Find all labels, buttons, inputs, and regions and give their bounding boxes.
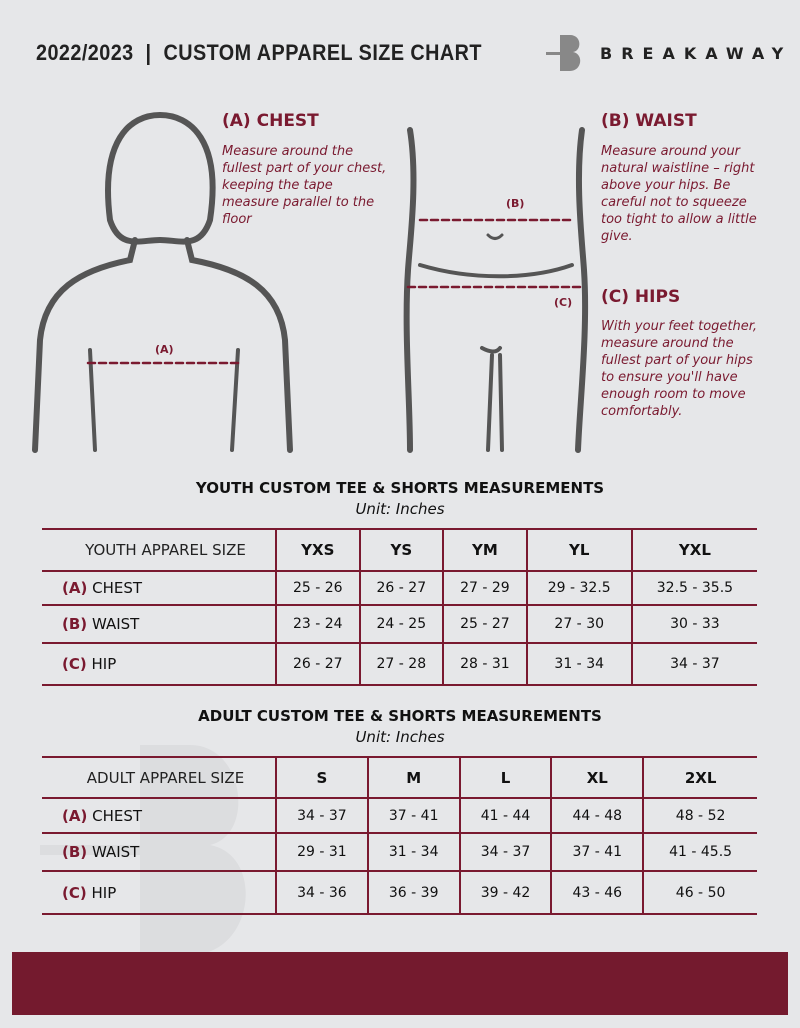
table-cell: 31 - 34 (366, 832, 460, 872)
table-cell: 43 - 46 (550, 870, 644, 915)
size-column-header: XL (550, 756, 644, 799)
torso-left (403, 127, 417, 453)
table-cell: 34 - 37 (630, 642, 757, 686)
measurement-label: (A) CHEST (42, 797, 276, 834)
table-cell: 46 - 50 (642, 870, 757, 915)
waist-description: Measure around your natural waistline – … (601, 144, 757, 244)
table-cell: 37 - 41 (550, 832, 644, 872)
chest-description: Measure around the fullest part of your … (222, 144, 387, 227)
table-row: (C) HIP 34 - 36 36 - 39 39 - 42 43 - 46 46 - … (42, 870, 757, 915)
size-column-header: YXL (630, 528, 757, 572)
table-row: (B) WAIST 29 - 31 31 - 34 34 - 37 37 - 41 41 … (42, 832, 757, 872)
table-cell: 31 - 34 (525, 642, 632, 686)
measurement-code: (C) (62, 883, 87, 902)
size-column-header: 2XL (642, 756, 757, 799)
table-cell: 48 - 52 (642, 797, 757, 834)
table-cell: 36 - 39 (366, 870, 460, 915)
size-column-header: YS (358, 528, 444, 572)
table-cell: 44 - 48 (550, 797, 644, 834)
adult-unit: Unit: Inches (355, 728, 445, 746)
table-cell: 34 - 37 (458, 832, 552, 872)
table-cell: 23 - 24 (275, 604, 360, 644)
table-cell: 27 - 28 (358, 642, 444, 686)
table-cell: 24 - 25 (358, 604, 444, 644)
table-row: (A) CHEST 25 - 26 26 - 27 27 - 29 29 - 32.5 3… (42, 570, 757, 606)
table-header-row: YOUTH APPAREL SIZE YXS YS YM YL YXL (42, 528, 757, 572)
measurement-name: WAIST (91, 843, 140, 861)
youth-unit: Unit: Inches (355, 500, 445, 518)
adult-size-table: ADULT APPAREL SIZE S M L XL 2XL (A) CHEST 34 - … (42, 756, 757, 915)
measurement-name: HIP (91, 883, 117, 902)
youth-table-title: YOUTH CUSTOM TEE & SHORTS MEASUREMENTS (195, 479, 605, 497)
measurement-name: WAIST (91, 615, 140, 633)
measurement-code: (C) (62, 655, 87, 673)
size-column-header: YXS (275, 528, 360, 572)
measurement-label: (B) WAIST (42, 832, 276, 872)
measurement-code: (B) (62, 615, 88, 633)
table-cell: 30 - 33 (630, 604, 757, 644)
size-column-header: S (275, 756, 368, 799)
table-cell: 32.5 - 35.5 (630, 570, 757, 606)
table-cell: 29 - 31 (275, 832, 368, 872)
table-cell: 25 - 26 (275, 570, 360, 606)
size-header-label: YOUTH APPAREL SIZE (42, 528, 276, 572)
hips-description: With your feet together, measure around … (601, 319, 758, 419)
measurement-label: (A) CHEST (42, 570, 276, 606)
table-header-row: ADULT APPAREL SIZE S M L XL 2XL (42, 756, 757, 799)
chest-marker: (A) (155, 343, 174, 356)
footer-bar (12, 952, 788, 1015)
head-outline (105, 111, 216, 245)
table-row: (A) CHEST 34 - 37 37 - 41 41 - 44 44 - 48 48 … (42, 797, 757, 834)
measurement-name: CHEST (92, 579, 143, 597)
brand-logo (546, 35, 581, 71)
table-row: (C) HIP 26 - 27 27 - 28 28 - 31 31 - 34 34 - … (42, 642, 757, 686)
size-column-header: L (458, 756, 552, 799)
waist-marker: (B) (506, 197, 525, 210)
table-cell: 26 - 27 (275, 642, 360, 686)
table-cell: 25 - 27 (442, 604, 527, 644)
table-row: (B) WAIST 23 - 24 24 - 25 25 - 27 27 - 30 30 … (42, 604, 757, 644)
page-title: 2022/2023 | CUSTOM APPAREL SIZE CHART (36, 40, 482, 65)
measurement-label: (C) HIP (42, 870, 276, 915)
table-cell: 39 - 42 (458, 870, 552, 915)
measurement-code: (B) (62, 843, 88, 861)
size-header-label: ADULT APPAREL SIZE (42, 756, 276, 799)
table-cell: 27 - 30 (525, 604, 632, 644)
table-cell: 34 - 37 (275, 797, 368, 834)
size-column-header: YL (525, 528, 632, 572)
measurement-code: (A) (62, 806, 88, 825)
youth-size-table: YOUTH APPAREL SIZE YXS YS YM YL YXL (A) CHEST 2… (42, 528, 757, 686)
table-cell: 27 - 29 (442, 570, 527, 606)
table-cell: 41 - 44 (458, 797, 552, 834)
measurement-label: (C) HIP (42, 642, 276, 686)
table-cell: 26 - 27 (358, 570, 444, 606)
hips-marker: (C) (554, 296, 573, 309)
table-cell: 29 - 32.5 (525, 570, 632, 606)
measurement-name: HIP (91, 655, 117, 673)
table-cell: 28 - 31 (442, 642, 527, 686)
chest-heading: (A) CHEST (222, 111, 319, 131)
right-shoulder (184, 237, 293, 453)
measurement-name: CHEST (92, 806, 143, 825)
adult-table-title: ADULT CUSTOM TEE & SHORTS MEASUREMENTS (198, 707, 602, 725)
torso-right (575, 127, 589, 453)
size-column-header: YM (442, 528, 527, 572)
left-shoulder (32, 237, 138, 453)
size-column-header: M (366, 756, 460, 799)
table-cell: 41 - 45.5 (642, 832, 757, 872)
table-cell: 37 - 41 (366, 797, 460, 834)
measurement-code: (A) (62, 579, 88, 597)
brand-name: BREAKAWAY (600, 44, 793, 63)
waist-heading: (B) WAIST (601, 111, 697, 131)
body-illustration (32, 111, 589, 453)
hips-heading: (C) HIPS (601, 287, 681, 307)
table-cell: 34 - 36 (275, 870, 368, 915)
measurement-label: (B) WAIST (42, 604, 276, 644)
